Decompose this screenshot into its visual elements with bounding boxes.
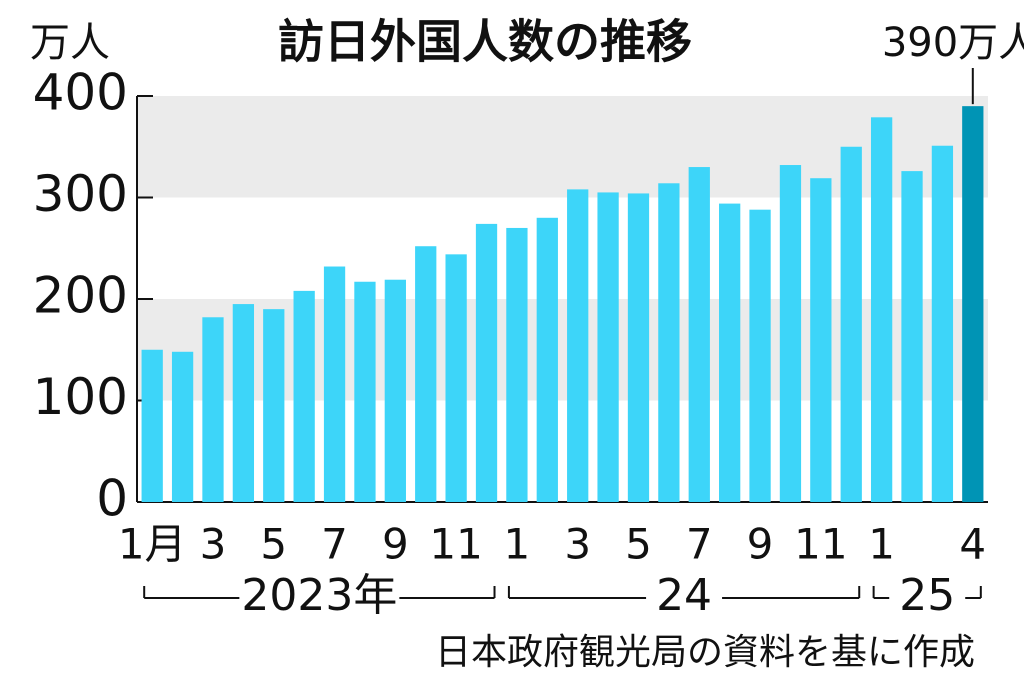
year-label-bg [889,573,966,623]
bar [506,227,528,502]
x-tick-label: 1 [868,520,895,569]
y-tick-label: 200 [33,267,128,325]
y-tick-label: 100 [33,368,128,426]
bar [171,351,194,502]
y-unit: 万人 [30,20,110,66]
x-tick-label: 11 [429,520,482,569]
bar [263,309,285,502]
x-tick-label: 11 [794,520,847,569]
x-tick-label: 5 [260,520,287,569]
bar [445,254,467,502]
bar [597,192,619,503]
bar [354,281,376,502]
bar [779,165,802,502]
bar [810,178,832,502]
bar [475,223,498,502]
chart-title: 訪日外国人数の推移 [278,15,692,69]
bar [202,317,224,502]
year-label: 24 [656,570,712,621]
x-tick-label: 1月 [118,520,187,569]
x-tick-label: 7 [321,520,348,569]
bar [840,146,862,502]
bar [232,304,255,502]
bar [962,106,984,503]
source: 日本政府観光局の資料を基に作成 [435,632,975,673]
annotation: 390万人 [882,20,1024,66]
x-tick-label: 3 [200,520,227,569]
bar [323,266,346,502]
bar [384,279,406,502]
x-tick-label: 4 [959,520,986,569]
bar [931,145,954,503]
bar [141,349,163,502]
bar [536,217,558,503]
bar [901,171,923,503]
year-label-bg [646,573,723,623]
x-tick-label: 5 [625,520,652,569]
y-tick-label: 0 [96,470,128,528]
x-tick-label: 9 [747,520,774,569]
x-tick-label: 3 [564,520,591,569]
x-tick-label: 9 [382,520,409,569]
y-tick-label: 300 [33,165,128,223]
bar [415,246,437,502]
y-tick-label: 400 [33,64,128,122]
bar [567,189,589,502]
x-tick-label: 7 [686,520,713,569]
x-tick-label: 1 [504,520,531,569]
bar [719,203,741,502]
bar [749,209,771,502]
bar [658,183,680,503]
year-label-bg [239,573,400,623]
bar [688,167,710,503]
bar [870,117,893,502]
year-label: 2023年 [241,570,397,621]
bar [627,193,650,502]
year-label: 25 [899,570,955,621]
bar [293,290,315,502]
